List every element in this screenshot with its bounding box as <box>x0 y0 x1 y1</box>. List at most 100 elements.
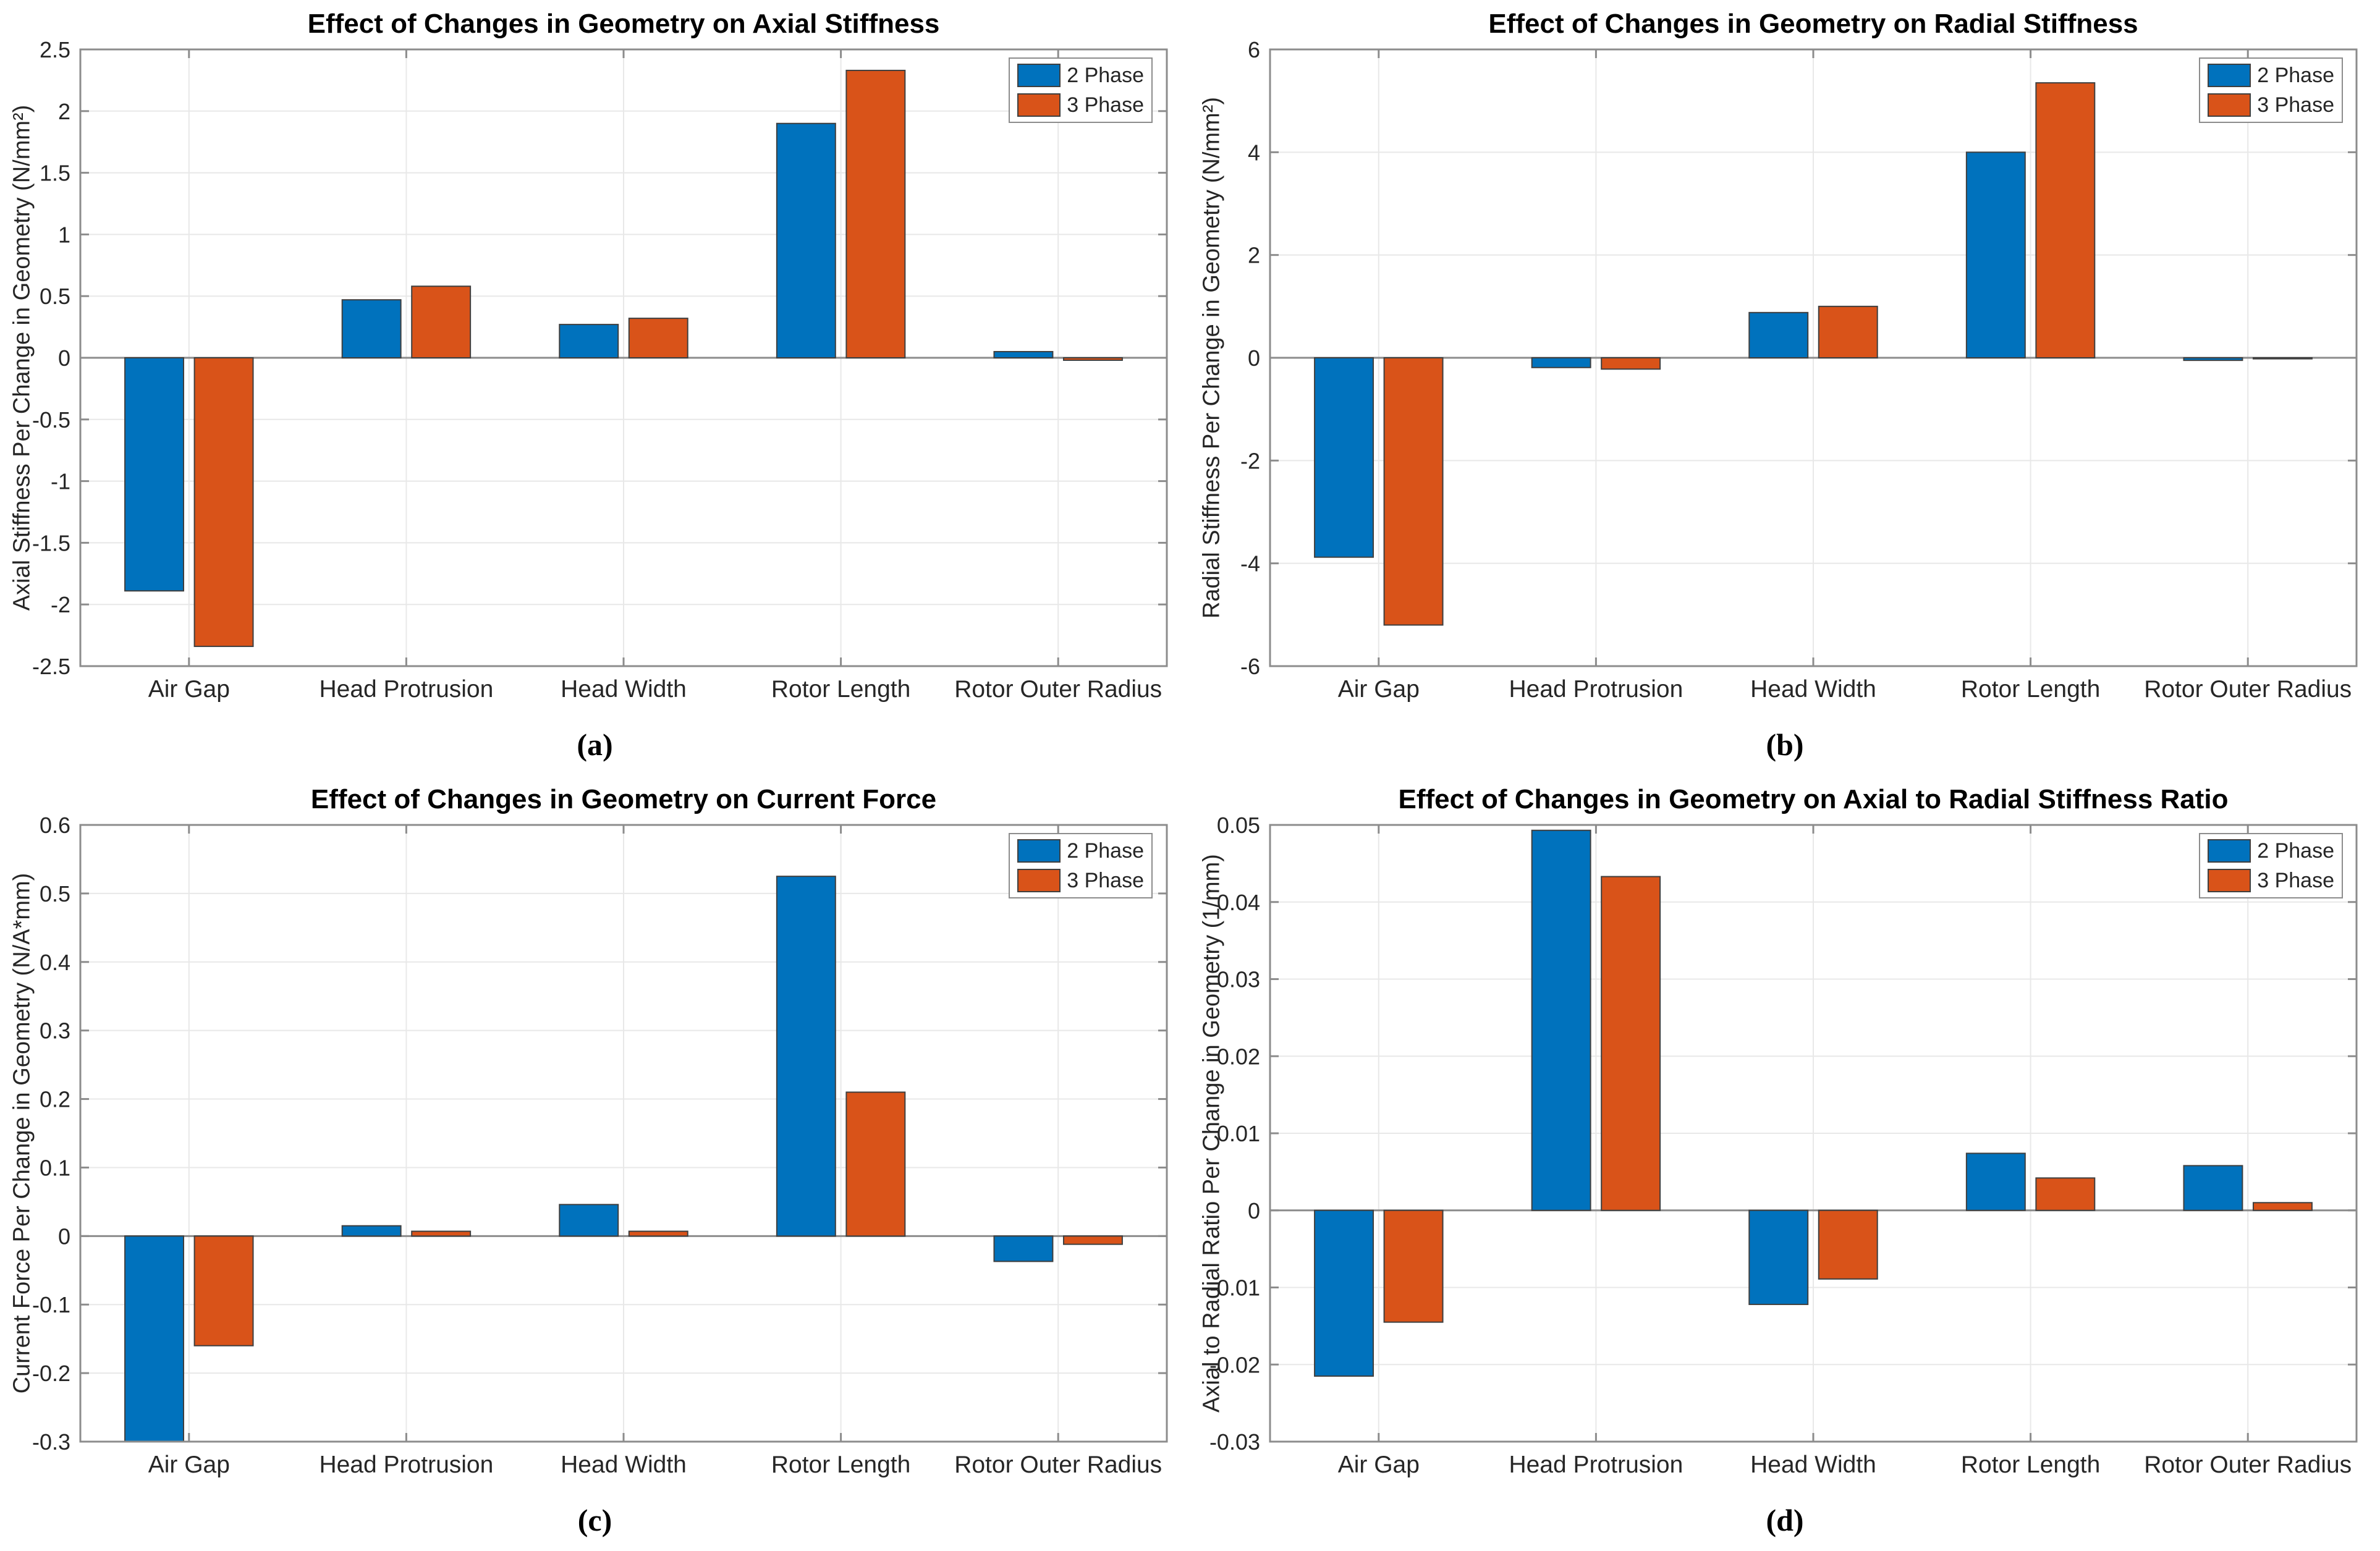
bar-3-phase-head-width <box>628 1230 688 1237</box>
legend-entry-2phase: 2 Phase <box>2208 839 2334 863</box>
legend-swatch-3phase-icon <box>2208 93 2251 117</box>
chart-title: Effect of Changes in Geometry on Radial … <box>1488 9 2138 39</box>
y-tick-label: 0.01 <box>1217 1121 1260 1146</box>
x-tick-label: Rotor Length <box>771 676 911 703</box>
x-tick-label: Air Gap <box>148 676 230 703</box>
y-tick-label: -1.5 <box>32 530 70 556</box>
legend: 2 Phase 3 Phase <box>2199 57 2343 123</box>
legend-entry-2phase: 2 Phase <box>1017 839 1144 863</box>
bar-3-phase-air-gap <box>193 357 254 648</box>
legend: 2 Phase 3 Phase <box>1009 833 1153 898</box>
bar-3-phase-rotor-length <box>2035 82 2096 359</box>
plot-area-stiffness-ratio: 0.05 0.04 0.03 0.02 0.01 0 -0.01 -0.02 -0.03 Air … <box>1209 813 2358 1478</box>
bar-3-phase-head-protrusion <box>1601 357 1661 370</box>
legend-swatch-2phase-icon <box>1017 839 1061 863</box>
bar-2-phase-air-gap <box>1314 357 1374 558</box>
bar-2-phase-air-gap <box>124 357 185 592</box>
legend-entry-3phase: 3 Phase <box>2208 93 2334 117</box>
bar-2-phase-rotor-outer-radius <box>2183 1165 2243 1211</box>
bar-2-phase-head-width <box>559 1204 619 1237</box>
legend-swatch-3phase-icon <box>1017 93 1061 117</box>
y-tick-label: -0.2 <box>32 1361 70 1386</box>
bar-2-phase-head-protrusion <box>1531 357 1591 368</box>
bar-2-phase-rotor-outer-radius <box>993 1235 1054 1262</box>
y-tick-label: 0.3 <box>40 1018 70 1044</box>
y-tick-label: -2.5 <box>32 654 70 679</box>
bar-3-phase-head-protrusion <box>411 1230 472 1237</box>
bar-2-phase-head-protrusion <box>341 299 402 358</box>
y-tick-label: 0.2 <box>40 1087 70 1112</box>
y-tick-label: -2 <box>1240 448 1260 473</box>
x-tick-label: Rotor Outer Radius <box>2144 1452 2352 1478</box>
bar-3-phase-head-width <box>1818 1209 1878 1280</box>
y-tick-label: -0.1 <box>32 1292 70 1317</box>
y-tick-label: 0.4 <box>40 950 70 975</box>
bar-3-phase-rotor-length <box>845 69 906 358</box>
legend-label: 3 Phase <box>1067 869 1144 892</box>
bar-3-phase-rotor-length <box>2035 1177 2096 1211</box>
bar-2-phase-head-width <box>1748 1209 1809 1305</box>
legend-entry-2phase: 2 Phase <box>1017 64 1144 87</box>
y-tick-label: 0.6 <box>40 813 70 838</box>
x-tick-label: Head Width <box>561 676 687 703</box>
legend-entry-3phase: 3 Phase <box>2208 869 2334 892</box>
legend-label: 2 Phase <box>1067 64 1144 87</box>
bar-2-phase-head-protrusion <box>341 1225 402 1237</box>
x-tick-label: Air Gap <box>1338 1452 1420 1478</box>
bar-2-phase-rotor-length <box>776 876 836 1237</box>
y-tick-label: 0.5 <box>40 284 70 309</box>
bar-2-phase-rotor-length <box>1965 151 2026 358</box>
x-tick-label: Air Gap <box>1338 676 1420 703</box>
bar-2-phase-air-gap <box>124 1235 185 1442</box>
bar-3-phase-air-gap <box>193 1235 254 1346</box>
x-tick-label: Head Width <box>1750 1452 1876 1478</box>
legend-label: 2 Phase <box>2257 64 2334 87</box>
bar-2-phase-rotor-length <box>776 122 836 358</box>
legend-label: 3 Phase <box>1067 93 1144 117</box>
legend-swatch-2phase-icon <box>2208 839 2251 863</box>
legend-label: 3 Phase <box>2257 869 2334 892</box>
bar-3-phase-air-gap <box>1383 1209 1444 1323</box>
y-tick-label: 0.02 <box>1217 1044 1260 1069</box>
y-axis-label: Current Force Per Change in Geometry (N/… <box>9 873 35 1394</box>
bar-2-phase-head-protrusion <box>1531 829 1591 1211</box>
y-tick-label: -2 <box>51 592 70 617</box>
bar-3-phase-head-width <box>628 318 688 358</box>
legend-entry-3phase: 3 Phase <box>1017 93 1144 117</box>
y-tick-label: 1 <box>58 222 70 247</box>
y-axis-label: Radial Stiffness Per Change in Geometry … <box>1198 96 1225 619</box>
legend-entry-3phase: 3 Phase <box>1017 869 1144 892</box>
y-tick-label: 0.1 <box>40 1155 70 1180</box>
x-tick-label: Head Width <box>1750 676 1876 703</box>
legend-swatch-3phase-icon <box>2208 869 2251 892</box>
y-tick-label: 0 <box>1248 345 1260 371</box>
y-tick-label: 6 <box>1248 37 1260 62</box>
x-tick-label: Rotor Length <box>1961 1452 2101 1478</box>
panel-stiffness-ratio: 0.05 0.04 0.03 0.02 0.01 0 -0.01 -0.02 -0.03 Air … <box>1190 776 2380 1551</box>
legend-label: 2 Phase <box>2257 839 2334 863</box>
plot-area-current-force: 0.6 0.5 0.4 0.3 0.2 0.1 0 -0.1 -0.2 -0.3 Air Gap He… <box>32 813 1168 1478</box>
panel-axial-stiffness: 2.5 2 1.5 1 0.5 0 -0.5 -1 -1.5 -2 -2.5 Air Gap Head … <box>0 0 1190 776</box>
y-tick-label: 0 <box>1248 1198 1260 1223</box>
y-axis-label: Axial to Radial Ratio Per Change in Geom… <box>1198 854 1225 1413</box>
y-tick-label: 0.5 <box>40 881 70 907</box>
subfigure-caption-d: (d) <box>1766 1503 1804 1537</box>
legend-swatch-2phase-icon <box>2208 64 2251 87</box>
y-axis-label: Axial Stiffness Per Change in Geometry (… <box>9 104 35 611</box>
bar-3-phase-rotor-outer-radius <box>2252 1202 2313 1211</box>
bar-3-phase-head-protrusion <box>1601 876 1661 1211</box>
legend-swatch-3phase-icon <box>1017 869 1061 892</box>
legend-label: 2 Phase <box>1067 839 1144 863</box>
x-tick-label: Head Protrusion <box>1509 676 1683 703</box>
legend-label: 3 Phase <box>2257 93 2334 117</box>
bar-3-phase-rotor-outer-radius <box>1062 1235 1123 1245</box>
y-tick-label: -6 <box>1240 654 1260 679</box>
x-tick-label: Rotor Length <box>771 1452 911 1478</box>
y-tick-label: 4 <box>1248 140 1260 165</box>
y-tick-label: 2 <box>1248 243 1260 268</box>
y-tick-label: -0.3 <box>32 1429 70 1455</box>
y-tick-label: 0.04 <box>1217 890 1260 915</box>
bar-2-phase-air-gap <box>1314 1209 1374 1377</box>
legend: 2 Phase 3 Phase <box>1009 57 1153 123</box>
